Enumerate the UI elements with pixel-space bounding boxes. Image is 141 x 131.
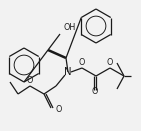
Text: OH: OH — [63, 23, 75, 32]
Text: O: O — [27, 76, 33, 85]
Text: O: O — [79, 58, 85, 67]
Text: O: O — [56, 105, 62, 114]
Text: O: O — [107, 58, 113, 67]
Text: O: O — [92, 87, 98, 96]
Text: N: N — [64, 67, 72, 77]
